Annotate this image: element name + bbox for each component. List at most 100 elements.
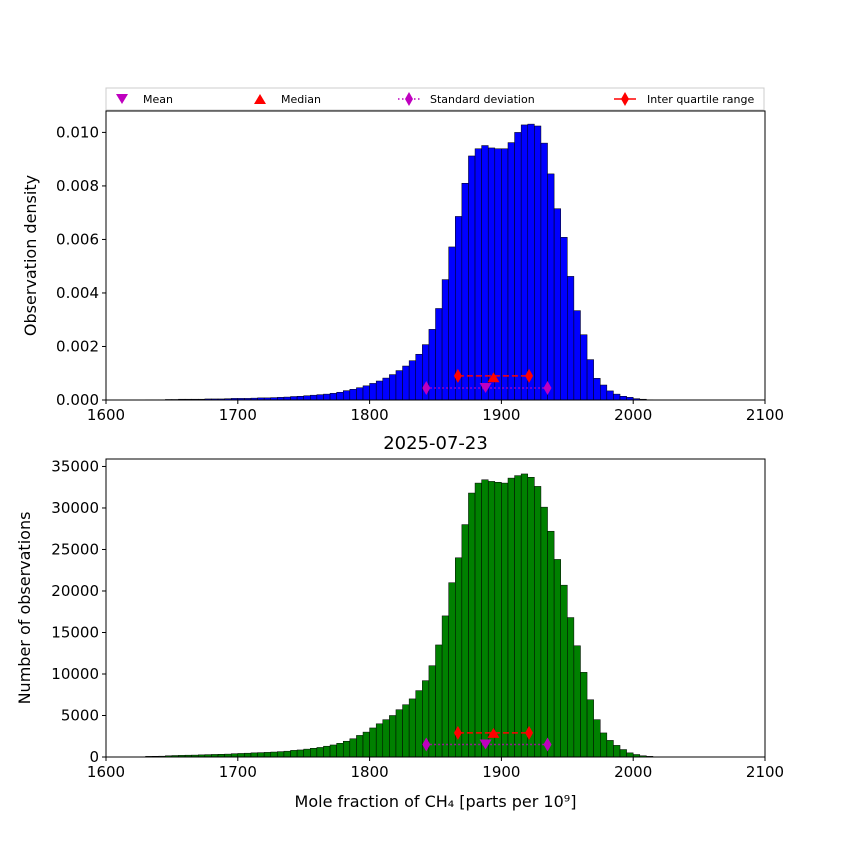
- count-bar: [283, 750, 291, 758]
- density-std-high-marker: [543, 380, 552, 395]
- density-y-tick-label: 0.006: [56, 230, 99, 248]
- density-axes-frame: [105, 110, 766, 401]
- count-x-tick-label: 2100: [746, 763, 784, 781]
- count-bar: [435, 644, 443, 758]
- count-bar: [600, 732, 608, 758]
- count-bar: [263, 752, 272, 758]
- count-bar: [402, 704, 410, 758]
- count-bar: [428, 665, 436, 758]
- legend-item-std: Standard deviation: [398, 92, 535, 106]
- median-marker-icon: [254, 94, 266, 104]
- density-x-tick-label: 2000: [614, 406, 652, 424]
- count-bar: [415, 690, 423, 758]
- density-y-axis: 0.000 0.002 0.004 0.006 0.008 0.010: [56, 123, 106, 409]
- count-histogram-panel: 2025-07-23 1600 1700 1800 1900 2000 2100 0 500…: [15, 433, 784, 811]
- count-y-tick-label: 35000: [51, 457, 99, 475]
- legend-label-iqr: Inter quartile range: [647, 93, 754, 106]
- density-bar: [619, 396, 627, 401]
- count-bar: [553, 559, 561, 758]
- density-iqr-low-marker: [453, 368, 462, 383]
- legend-label-median: Median: [281, 93, 321, 106]
- count-bar: [626, 752, 634, 758]
- count-stat-markers: [422, 725, 552, 752]
- density-bar: [580, 334, 588, 401]
- density-bar: [606, 390, 614, 401]
- count-bar: [356, 735, 364, 758]
- density-bar: [461, 183, 469, 401]
- density-iqr-high-marker: [525, 368, 534, 383]
- density-bar: [600, 384, 608, 401]
- density-y-tick-label: 0.002: [56, 337, 99, 355]
- count-iqr-low-marker: [453, 725, 462, 740]
- count-bar: [375, 723, 384, 758]
- density-bar: [375, 380, 384, 401]
- count-x-tick-label: 1700: [219, 763, 257, 781]
- count-bar: [270, 751, 278, 758]
- density-bar: [520, 124, 529, 401]
- density-bar: [481, 145, 489, 401]
- count-bar: [514, 475, 522, 758]
- count-bar: [527, 477, 535, 758]
- density-bar: [349, 389, 357, 401]
- std-marker-icon: [405, 92, 413, 106]
- density-bar: [435, 308, 443, 401]
- count-mean-marker: [479, 739, 492, 750]
- count-y-tick-label: 20000: [51, 582, 99, 600]
- density-bar: [336, 391, 344, 401]
- density-bar: [494, 148, 502, 401]
- count-bar: [323, 745, 331, 758]
- density-stat-markers: [422, 368, 552, 395]
- count-bar: [580, 672, 588, 758]
- count-std-low-marker: [422, 737, 431, 752]
- count-bar: [448, 582, 456, 758]
- density-bar: [395, 370, 403, 401]
- density-bar: [303, 395, 311, 401]
- count-chart-title: 2025-07-23: [383, 433, 488, 454]
- count-bar: [560, 584, 568, 758]
- count-y-tick-label: 30000: [51, 499, 99, 517]
- density-bar: [428, 329, 436, 401]
- density-bar: [593, 378, 601, 401]
- count-y-axis: 0 5000 10000 15000 20000 25000 30000 35000: [51, 457, 106, 766]
- count-bar: [303, 748, 311, 758]
- count-bar: [487, 481, 496, 758]
- density-bar: [415, 353, 423, 401]
- density-bar: [382, 377, 390, 401]
- count-bar: [481, 479, 489, 758]
- density-y-label: Observation density: [21, 175, 40, 336]
- density-bar: [316, 394, 324, 401]
- count-y-tick-label: 25000: [51, 540, 99, 558]
- count-y-label: Number of observations: [15, 512, 34, 705]
- density-x-tick-label: 1800: [351, 406, 389, 424]
- density-bar: [527, 123, 535, 401]
- density-median-marker: [487, 372, 500, 383]
- density-x-tick-label: 1900: [482, 406, 520, 424]
- count-bar: [277, 751, 285, 758]
- count-bar: [520, 473, 529, 758]
- count-y-tick-label: 10000: [51, 665, 99, 683]
- density-y-tick-label: 0.008: [56, 177, 99, 195]
- density-bar: [547, 173, 555, 401]
- density-bar: [362, 385, 370, 401]
- count-bar: [395, 709, 403, 758]
- count-median-marker: [487, 727, 500, 738]
- density-bar: [567, 276, 575, 401]
- count-bar: [382, 719, 390, 758]
- count-bar: [237, 753, 245, 758]
- count-bar: [342, 740, 351, 758]
- legend-item-mean: Mean: [116, 93, 173, 106]
- count-bar: [408, 698, 416, 758]
- count-bar: [250, 752, 258, 758]
- count-bar: [501, 482, 509, 758]
- density-bar: [468, 155, 476, 401]
- count-x-label: Mole fraction of CH₄ [parts per 10⁹]: [295, 792, 577, 811]
- count-bar: [362, 731, 370, 758]
- count-bar: [244, 752, 252, 758]
- count-bar: [540, 506, 548, 758]
- count-bar: [606, 740, 614, 758]
- density-y-tick-label: 0.000: [56, 391, 99, 409]
- count-y-tick-label: 0: [89, 748, 99, 766]
- count-bar: [567, 617, 575, 758]
- count-bar: [474, 482, 482, 758]
- count-axes-frame: [105, 458, 766, 758]
